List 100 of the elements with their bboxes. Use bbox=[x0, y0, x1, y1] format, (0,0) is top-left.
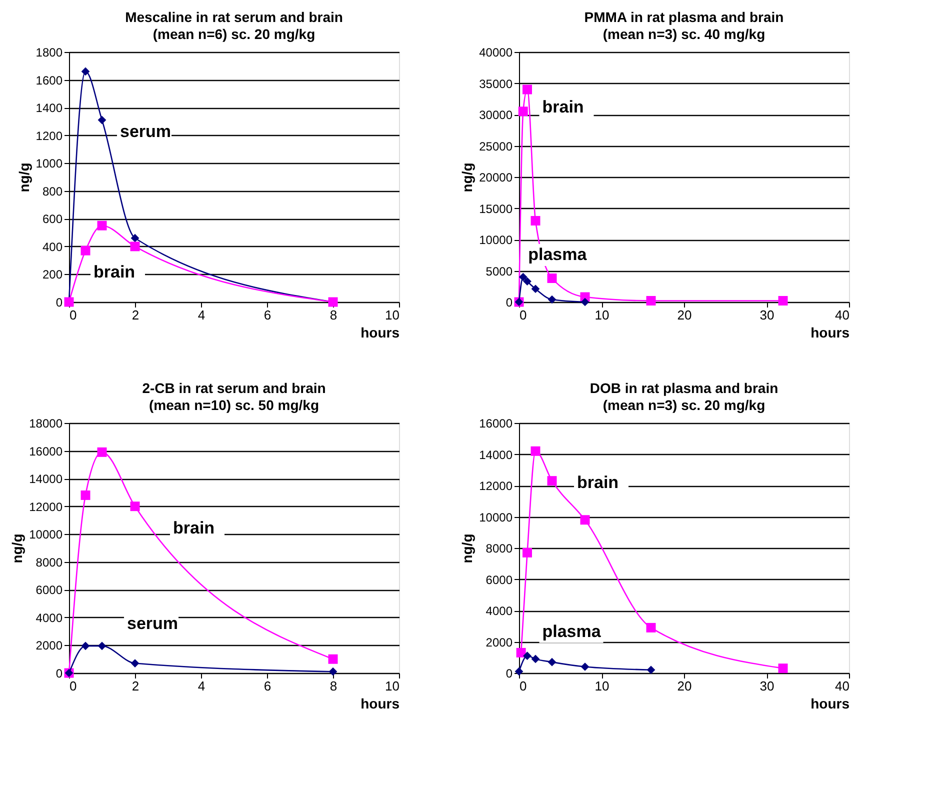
chart-subtitle: (mean n=3) sc. 20 mg/kg bbox=[602, 397, 766, 413]
point bbox=[580, 662, 590, 671]
y-tick-label: 12000 bbox=[479, 479, 513, 493]
y-axis-title: ng/g bbox=[9, 534, 26, 564]
x-tick-label: 2 bbox=[132, 308, 140, 322]
point bbox=[530, 216, 540, 226]
x-axis-title: hours bbox=[810, 324, 850, 340]
x-tick-label: 2 bbox=[132, 678, 140, 694]
y-tick-label: 600 bbox=[42, 212, 63, 226]
x-tick-label: 20 bbox=[677, 308, 692, 322]
point bbox=[130, 242, 140, 252]
y-tick-label: 18000 bbox=[29, 416, 63, 430]
y-axis-title: ng/g bbox=[459, 162, 476, 192]
point bbox=[522, 84, 532, 94]
y-tick-label: 14000 bbox=[29, 472, 63, 486]
y-tick-label: 8000 bbox=[36, 555, 63, 570]
y-tick-label: 40000 bbox=[479, 46, 513, 60]
x-tick-label: 10 bbox=[594, 308, 610, 322]
y-tick-label: 30000 bbox=[479, 108, 513, 122]
point bbox=[328, 654, 338, 664]
y-tick-label: 1800 bbox=[36, 46, 63, 60]
point bbox=[778, 296, 788, 306]
y-tick-label: 4000 bbox=[486, 604, 513, 618]
x-tick-label: 20 bbox=[677, 678, 692, 694]
point bbox=[130, 234, 140, 242]
x-axis-title: hours bbox=[360, 696, 400, 712]
y-tick-label: 2000 bbox=[486, 635, 513, 650]
x-tick-label: 40 bbox=[835, 678, 850, 694]
point bbox=[646, 622, 656, 632]
series-label: plasma bbox=[542, 622, 602, 641]
x-tick-label: 0 bbox=[520, 308, 527, 322]
point bbox=[778, 664, 788, 674]
point bbox=[80, 246, 90, 256]
chart-title: PMMA in rat plasma and brain bbox=[584, 9, 784, 25]
y-tick-label: 10000 bbox=[479, 233, 513, 247]
point bbox=[530, 446, 540, 456]
series-label: serum bbox=[127, 614, 178, 633]
y-tick-label: 16000 bbox=[29, 444, 63, 458]
series-label: plasma bbox=[528, 245, 588, 264]
series-label: brain bbox=[94, 262, 136, 282]
x-axis-title: hours bbox=[360, 324, 400, 340]
y-tick-label: 0 bbox=[506, 296, 513, 310]
x-tick-label: 0 bbox=[520, 678, 527, 694]
y-tick-label: 14000 bbox=[479, 448, 513, 462]
chart-title: DOB in rat plasma and brain bbox=[590, 380, 778, 396]
point bbox=[548, 295, 556, 304]
series-label: brain bbox=[577, 472, 619, 492]
y-tick-label: 1400 bbox=[36, 101, 63, 116]
chart-subtitle: (mean n=10) sc. 50 mg/kg bbox=[148, 397, 320, 413]
x-tick-label: 10 bbox=[594, 678, 610, 694]
chart-subtitle: (mean n=3) sc. 40 mg/kg bbox=[602, 26, 766, 42]
y-tick-label: 8000 bbox=[486, 542, 513, 556]
y-tick-label: 0 bbox=[56, 666, 63, 680]
point bbox=[518, 272, 528, 282]
y-tick-label: 0 bbox=[506, 666, 513, 680]
y-tick-label: 1200 bbox=[36, 128, 63, 143]
point bbox=[328, 667, 338, 676]
point bbox=[516, 648, 526, 658]
y-tick-label: 35000 bbox=[479, 76, 513, 91]
y-tick-label: 5000 bbox=[486, 264, 513, 278]
x-tick-label: 8 bbox=[330, 678, 338, 694]
x-tick-label: 30 bbox=[760, 678, 774, 694]
y-tick-label: 6000 bbox=[36, 583, 63, 598]
point bbox=[531, 284, 540, 294]
point bbox=[97, 220, 107, 230]
x-tick-label: 4 bbox=[198, 308, 206, 322]
point bbox=[548, 658, 556, 666]
y-tick-label: 1600 bbox=[36, 73, 63, 88]
y-tick-label: 800 bbox=[42, 184, 63, 198]
y-tick-label: 0 bbox=[56, 296, 63, 310]
y-axis-title: ng/g bbox=[16, 162, 32, 192]
y-tick-label: 200 bbox=[42, 268, 63, 282]
point bbox=[523, 277, 532, 286]
chart-title: 2-CB in rat serum and brain bbox=[142, 380, 326, 396]
point bbox=[547, 274, 557, 283]
series-label: serum bbox=[120, 122, 172, 142]
y-tick-label: 1000 bbox=[36, 156, 63, 171]
point bbox=[523, 652, 532, 660]
y-tick-label: 6000 bbox=[486, 572, 513, 587]
y-tick-label: 25000 bbox=[479, 139, 513, 154]
x-tick-label: 40 bbox=[835, 308, 850, 322]
point bbox=[531, 654, 540, 664]
x-axis-title: hours bbox=[810, 696, 850, 712]
x-tick-label: 0 bbox=[70, 678, 77, 694]
y-tick-label: 10000 bbox=[479, 510, 513, 524]
point bbox=[547, 476, 557, 486]
x-tick-label: 10 bbox=[385, 678, 400, 694]
y-tick-label: 4000 bbox=[36, 610, 63, 625]
y-tick-label: 2000 bbox=[36, 638, 63, 653]
point bbox=[646, 296, 656, 306]
y-tick-label: 20000 bbox=[479, 170, 513, 184]
x-tick-label: 4 bbox=[198, 678, 206, 694]
x-tick-label: 0 bbox=[70, 308, 77, 322]
y-tick-label: 400 bbox=[42, 240, 63, 254]
point bbox=[580, 515, 590, 525]
x-tick-label: 6 bbox=[264, 308, 272, 322]
x-tick-label: 8 bbox=[330, 308, 338, 322]
point bbox=[98, 116, 106, 124]
point bbox=[97, 447, 107, 457]
point bbox=[81, 642, 90, 650]
